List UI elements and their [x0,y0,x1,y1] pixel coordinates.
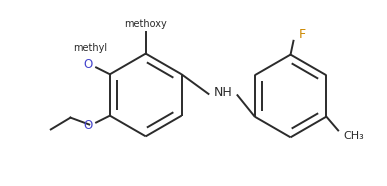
Text: O: O [83,58,92,71]
Text: CH₃: CH₃ [343,131,364,141]
Text: F: F [298,28,305,41]
Text: O: O [83,119,92,132]
Text: methyl: methyl [73,43,107,53]
Text: methoxy: methoxy [124,19,167,29]
Text: NH: NH [214,86,233,99]
